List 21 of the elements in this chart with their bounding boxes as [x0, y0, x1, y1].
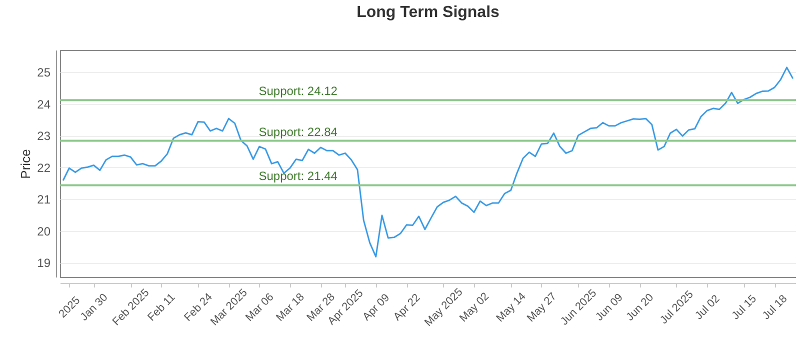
- x-tick-label: Jul 02: [692, 292, 722, 322]
- x-tick-label: May 27: [524, 290, 559, 324]
- ref-line-label: Support: 21.44: [258, 169, 338, 184]
- x-tick-label: Jun 20: [624, 292, 656, 324]
- chart-title: Long Term Signals: [356, 4, 500, 21]
- x-tick-label: Jul 15: [730, 292, 759, 322]
- y-axis-title: Price: [18, 149, 34, 179]
- x-tick-label: Apr 22: [391, 292, 423, 324]
- x-tick-label: Jul 18: [760, 292, 790, 322]
- line-series: [62, 66, 794, 258]
- ref-line-label: Support: 22.84: [258, 124, 338, 139]
- y-tick-label: 20: [37, 224, 51, 238]
- ref-line-label: Support: 24.12: [258, 84, 338, 98]
- y-tick-label: 24: [37, 97, 51, 112]
- y-tick-label: 21: [37, 192, 51, 207]
- x-tick-label: Mar 18: [274, 291, 307, 324]
- y-tick-label: 19: [37, 256, 51, 270]
- y-tick-label: 22: [37, 160, 51, 175]
- y-tick-label: 23: [37, 129, 51, 144]
- x-tick-label: Jan 30: [78, 292, 110, 324]
- y-tick-label: 25: [37, 66, 51, 80]
